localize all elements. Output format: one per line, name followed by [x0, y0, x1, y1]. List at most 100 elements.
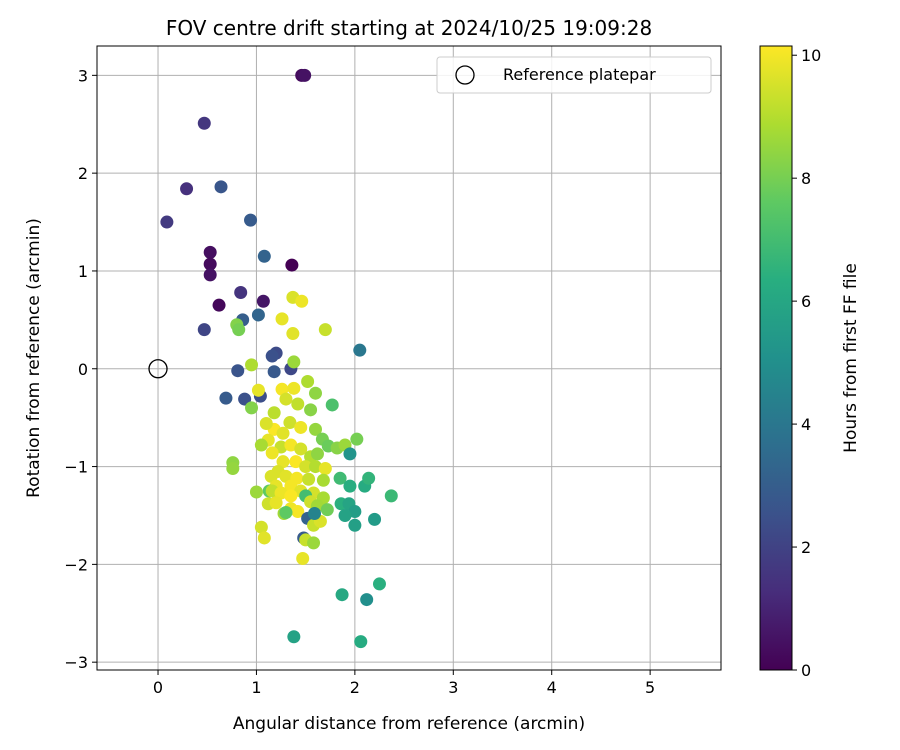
data-point [245, 401, 259, 415]
colorbar-label: Hours from first FF file [841, 263, 861, 453]
data-point [180, 182, 194, 196]
x-tick-label: 3 [448, 678, 458, 697]
data-point [291, 505, 305, 519]
colorbar: 0 2 4 6 8 10 Hours from first FF file [759, 45, 861, 680]
y-tick-label: 0 [78, 360, 88, 379]
data-point [238, 392, 252, 406]
data-point [197, 116, 211, 130]
y-tick-label: 3 [78, 66, 88, 85]
y-tick-label: −3 [64, 653, 88, 672]
x-tick-label: 4 [547, 678, 557, 697]
reference-platepar-marker [148, 359, 168, 379]
data-point [325, 398, 339, 412]
data-point [298, 68, 312, 82]
data-point [287, 355, 301, 369]
data-point [276, 455, 290, 469]
data-point [197, 323, 211, 337]
data-point [285, 258, 299, 272]
data-point [244, 213, 258, 227]
data-point [283, 416, 297, 430]
data-point [335, 588, 349, 602]
data-point [295, 294, 309, 308]
data-point [310, 447, 324, 461]
data-point [160, 215, 174, 229]
data-point [343, 447, 357, 461]
x-tick-label: 2 [350, 678, 360, 697]
data-point [354, 635, 368, 649]
data-point [284, 438, 298, 452]
data-point [267, 406, 281, 420]
y-tick-label: −1 [64, 458, 88, 477]
data-point [259, 417, 273, 431]
data-point [368, 512, 382, 526]
data-point [291, 397, 305, 411]
data-point [203, 245, 217, 259]
data-point [299, 460, 313, 474]
legend-label: Reference platepar [503, 65, 656, 84]
data-point [289, 455, 303, 469]
grid-lines [97, 46, 721, 670]
data-point [279, 506, 293, 520]
data-point [296, 552, 310, 566]
colorbar-tick-label: 4 [801, 415, 811, 434]
data-point [269, 496, 283, 510]
chart-title: FOV centre drift starting at 2024/10/25 … [166, 16, 652, 40]
legend: Reference platepar [436, 56, 712, 94]
data-point [318, 462, 332, 476]
colorbar-tick-label: 2 [801, 538, 811, 557]
data-point [249, 485, 263, 499]
data-point [308, 460, 322, 474]
data-point [279, 469, 293, 483]
x-axis-ticks: 0 1 2 3 4 5 [153, 670, 655, 697]
data-point [302, 472, 316, 486]
colorbar-tick-label: 0 [801, 661, 811, 680]
data-point [279, 392, 293, 406]
data-point [362, 471, 376, 485]
data-point [348, 505, 362, 519]
x-axis-label: Angular distance from reference (arcmin) [233, 714, 585, 734]
legend-marker [455, 65, 475, 85]
data-point [308, 507, 322, 521]
data-point [294, 420, 308, 434]
data-point [254, 438, 268, 452]
y-axis-label: Rotation from reference (arcmin) [24, 218, 44, 498]
data-point [265, 446, 279, 460]
data-point [350, 432, 364, 446]
data-point [254, 520, 268, 534]
data-point [307, 536, 321, 550]
data-point [264, 469, 278, 483]
colorbar-tick-label: 10 [801, 46, 821, 65]
data-point [338, 508, 352, 522]
data-point [294, 442, 308, 456]
data-point [360, 593, 374, 607]
data-points [160, 68, 398, 649]
data-point [384, 489, 398, 503]
data-point [276, 426, 290, 440]
data-point [203, 268, 217, 282]
colorbar-tick-label: 8 [801, 169, 811, 188]
y-tick-label: 2 [78, 164, 88, 183]
data-point [214, 180, 228, 194]
data-point [256, 294, 270, 308]
x-tick-label: 1 [251, 678, 261, 697]
data-point [287, 381, 301, 395]
colorbar-tick-label: 6 [801, 292, 811, 311]
data-point [301, 374, 315, 388]
colorbar-gradient [759, 45, 793, 671]
data-point [308, 386, 322, 400]
data-point [231, 364, 245, 378]
data-point [333, 471, 347, 485]
data-point [343, 479, 357, 493]
data-point [304, 403, 318, 417]
data-point [257, 531, 271, 545]
data-point [284, 489, 298, 503]
legend-box [436, 56, 712, 94]
data-point [320, 503, 334, 517]
data-point [353, 343, 367, 357]
x-tick-label: 0 [153, 678, 163, 697]
y-axis-ticks: −3 −2 −1 0 1 2 3 [64, 66, 97, 672]
data-point [274, 486, 288, 500]
data-point [372, 577, 386, 591]
data-point [308, 422, 322, 436]
